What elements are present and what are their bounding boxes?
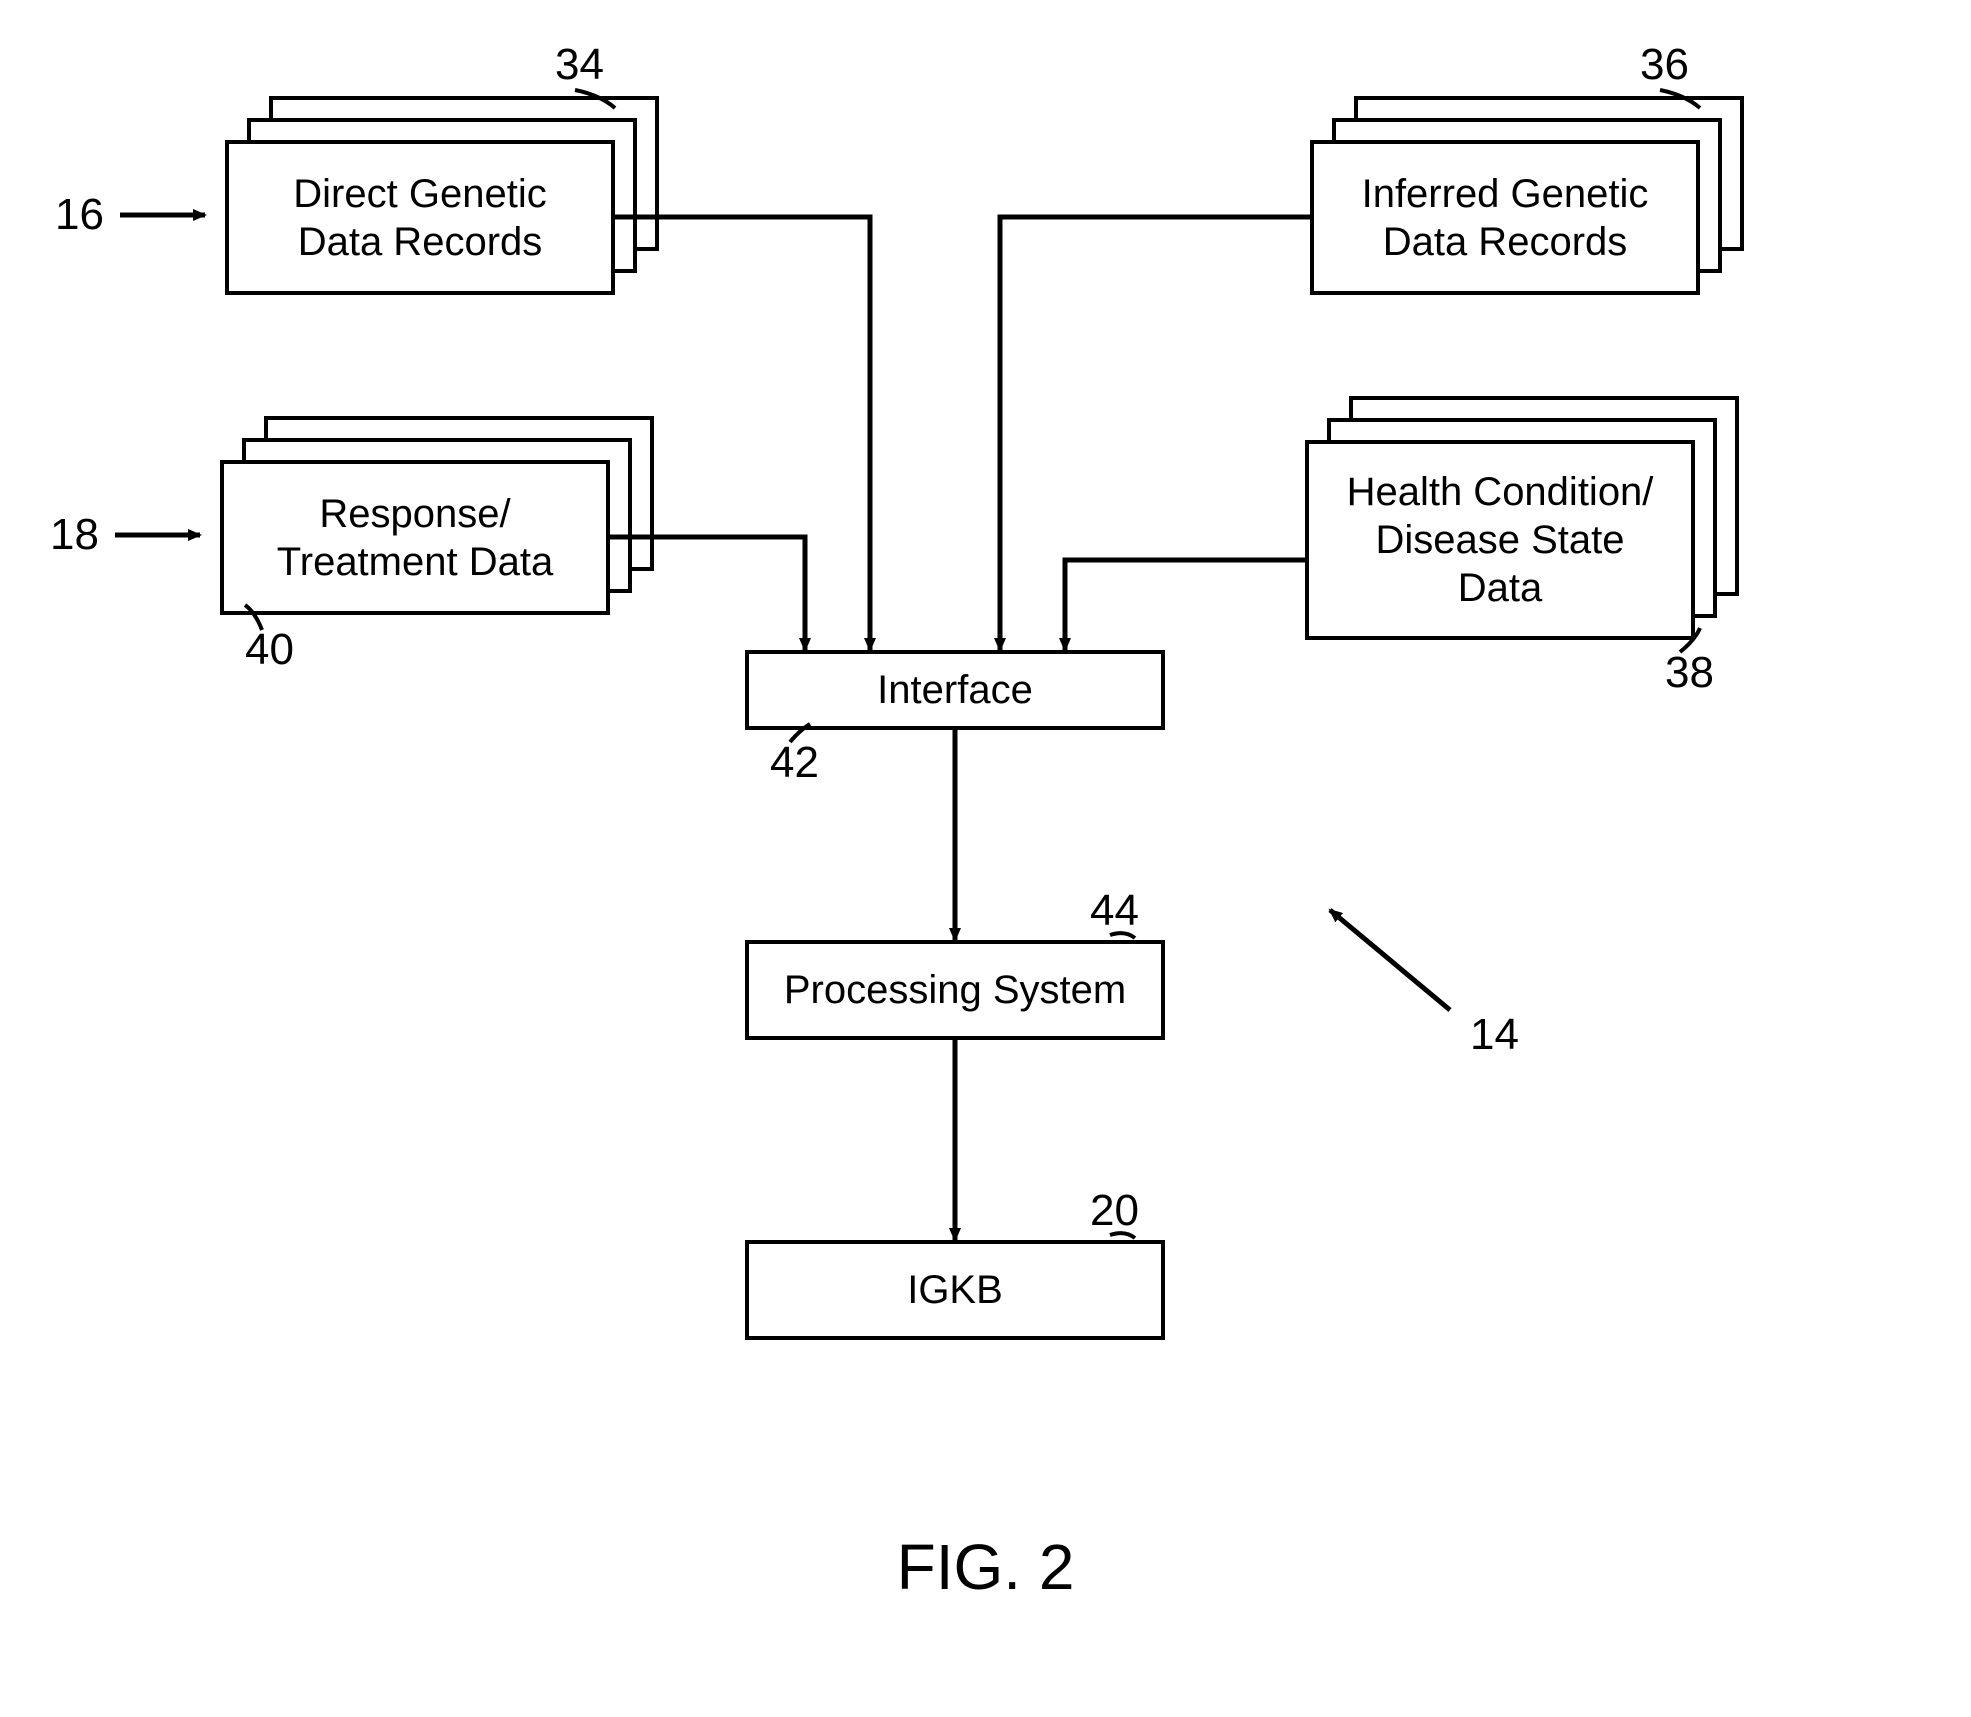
- igkb-label: IGKB: [907, 1266, 1003, 1314]
- inferred-genetic-label: Inferred GeneticData Records: [1362, 170, 1649, 266]
- processing-label: Processing System: [784, 966, 1126, 1014]
- diagram-canvas: Direct GeneticData Records 34 16 Inferre…: [0, 0, 1971, 1717]
- direct-genetic-label: Direct GeneticData Records: [293, 170, 546, 266]
- inferred-genetic-ref: 36: [1640, 40, 1689, 90]
- health-condition-box: Health Condition/Disease StateData: [1305, 440, 1695, 640]
- response-treatment-ref: 40: [245, 625, 294, 675]
- side-ref-18: 18: [50, 510, 99, 560]
- edge-inferred-to-interface: [1000, 217, 1310, 650]
- interface-box: Interface: [745, 650, 1165, 730]
- igkb-ref: 20: [1090, 1186, 1139, 1236]
- processing-box: Processing System: [745, 940, 1165, 1040]
- arrow-14: [1330, 910, 1450, 1010]
- health-condition-label: Health Condition/Disease StateData: [1347, 468, 1654, 612]
- direct-genetic-box: Direct GeneticData Records: [225, 140, 615, 295]
- edge-health-to-interface: [1065, 560, 1305, 650]
- response-treatment-box: Response/Treatment Data: [220, 460, 610, 615]
- inferred-genetic-box: Inferred GeneticData Records: [1310, 140, 1700, 295]
- processing-ref: 44: [1090, 886, 1139, 936]
- direct-genetic-ref: 34: [555, 40, 604, 90]
- side-ref-16: 16: [55, 190, 104, 240]
- igkb-box: IGKB: [745, 1240, 1165, 1340]
- response-treatment-label: Response/Treatment Data: [277, 490, 553, 586]
- free-ref-14: 14: [1470, 1010, 1519, 1060]
- interface-label: Interface: [877, 666, 1033, 714]
- health-condition-ref: 38: [1665, 648, 1714, 698]
- figure-title: FIG. 2: [0, 1530, 1971, 1604]
- interface-ref: 42: [770, 738, 819, 788]
